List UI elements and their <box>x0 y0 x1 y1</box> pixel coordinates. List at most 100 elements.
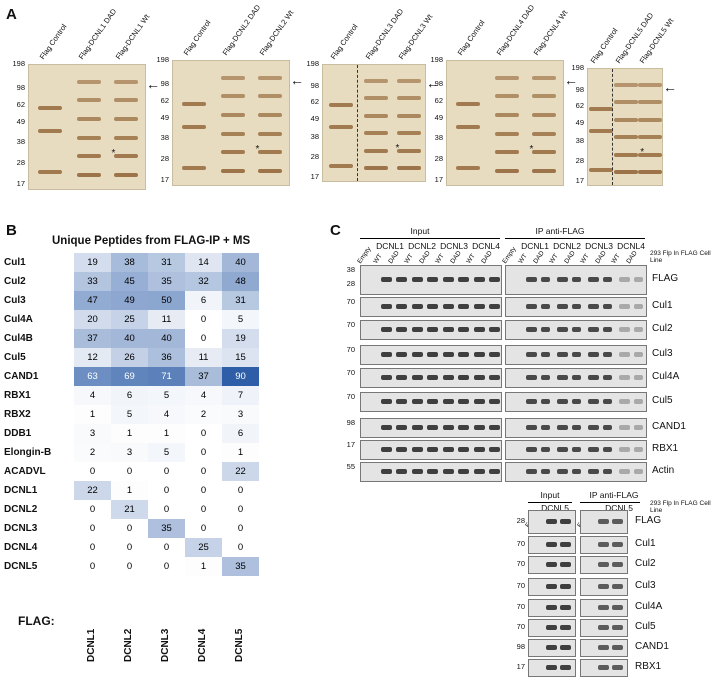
star-marker: * <box>255 144 260 156</box>
heatmap-row: Cul3 47 49 50 6 31 <box>0 291 259 310</box>
blot-band <box>612 605 623 610</box>
lane-label: DAD <box>449 249 463 265</box>
blot-band <box>473 425 485 430</box>
gel-band <box>532 113 557 118</box>
blot-band <box>572 375 581 380</box>
blot-band <box>541 447 550 452</box>
blot-strip <box>505 345 647 365</box>
blot-band <box>603 399 612 404</box>
blot-band <box>525 327 537 332</box>
blot-row-label: Actin <box>652 465 675 476</box>
panel-b-letter: B <box>6 222 17 239</box>
mw-marker: 17 <box>346 440 355 449</box>
blot-band <box>598 645 609 650</box>
blot-band <box>560 625 571 630</box>
mw-marker: 198 <box>306 59 319 68</box>
heatmap-cell: 7 <box>222 386 259 405</box>
row-label: Elongin-B <box>4 447 52 458</box>
row-label: Cul3 <box>4 295 26 306</box>
blot-band <box>411 352 423 357</box>
gel-band <box>614 82 639 87</box>
lane-label: Flag-DCNL3 Wt <box>396 12 435 62</box>
heatmap-cell: 45 <box>111 272 148 291</box>
blot-band <box>442 425 454 430</box>
blot-band <box>612 625 623 630</box>
blot-band <box>396 277 407 282</box>
blot-band <box>396 425 407 430</box>
heatmap-cell: 2 <box>185 405 222 424</box>
heatmap-cell: 0 <box>148 481 185 500</box>
blot-band <box>541 425 550 430</box>
mw-marker: 38 <box>346 265 355 274</box>
blot-row-label: Cul1 <box>652 300 673 311</box>
heatmap-cell: 21 <box>111 500 148 519</box>
group-label: DCNL5 <box>541 503 569 513</box>
blot-band <box>458 375 469 380</box>
blot-band <box>442 304 454 309</box>
heatmap-cell: 38 <box>111 253 148 272</box>
blot-band <box>560 645 571 650</box>
blot-band <box>442 327 454 332</box>
heatmap-row: RBX1 4 6 5 4 7 <box>0 386 259 405</box>
heatmap-row: Elongin-B 2 3 5 0 1 <box>0 443 259 462</box>
mw-marker: 62 <box>160 95 169 105</box>
blot-band <box>525 375 537 380</box>
mw-marker: 49 <box>16 117 25 127</box>
blot-band <box>473 447 485 452</box>
lane-label: DAD <box>625 249 639 265</box>
ip-header: IP anti-FLAG <box>535 226 585 236</box>
gel-band <box>589 107 614 112</box>
blot-band <box>442 352 454 357</box>
row-label: Cul1 <box>4 257 26 268</box>
heatmap-row: DDB1 3 1 1 0 6 <box>0 424 259 443</box>
heatmap-cell: 5 <box>148 386 185 405</box>
blot-band <box>525 425 537 430</box>
lane-label: Flag-DCNL1 Wt <box>114 12 152 62</box>
gel-band <box>638 82 663 87</box>
blot-band <box>612 665 623 670</box>
heatmap-cell: 3 <box>222 405 259 424</box>
blot-band <box>587 447 599 452</box>
blot-band <box>634 399 643 404</box>
heatmap-cell: 0 <box>185 329 222 348</box>
heatmap-cell: 22 <box>222 462 259 481</box>
blot-strip <box>580 578 628 596</box>
blot-strip <box>528 599 576 617</box>
gel-band <box>455 166 480 171</box>
ip-underline <box>580 502 640 503</box>
gel-band <box>329 125 354 130</box>
lane-label: WT <box>464 252 477 265</box>
heatmap-cell: 19 <box>74 253 111 272</box>
heatmap-cell: 5 <box>111 405 148 424</box>
blot-band <box>587 375 599 380</box>
heatmap-cell: 37 <box>185 367 222 386</box>
blot-row-label: FLAG <box>652 273 679 284</box>
blot-band <box>427 277 438 282</box>
blot-band <box>427 327 438 332</box>
gel-band <box>532 168 557 173</box>
blot-band <box>603 352 612 357</box>
mw-marker: 17 <box>434 175 443 185</box>
heatmap-row: Cul1 19 38 31 14 40 <box>0 253 259 272</box>
heatmap-cell: 33 <box>74 272 111 291</box>
lane-label: DAD <box>594 249 608 265</box>
column-label: DCNL1 <box>86 628 97 662</box>
blot-band <box>473 304 485 309</box>
blot-strip <box>360 392 502 412</box>
ip-underline <box>505 238 645 239</box>
heatmap-row: DCNL3 0 0 35 0 0 <box>0 519 259 538</box>
heatmap-cell: 19 <box>222 329 259 348</box>
gel-band <box>495 94 520 99</box>
row-label: ACADVL <box>4 466 46 477</box>
gel-band <box>495 150 520 155</box>
row-label: CAND1 <box>4 371 39 382</box>
mw-marker: 70 <box>516 602 525 611</box>
blot-band <box>380 469 392 474</box>
silver-gel <box>587 68 663 186</box>
blot-band <box>556 469 568 474</box>
blot-band <box>396 375 407 380</box>
blot-row-label: CAND1 <box>635 641 669 652</box>
blot-band <box>618 304 630 309</box>
gel-band <box>589 129 614 134</box>
blot-strip <box>580 619 628 637</box>
